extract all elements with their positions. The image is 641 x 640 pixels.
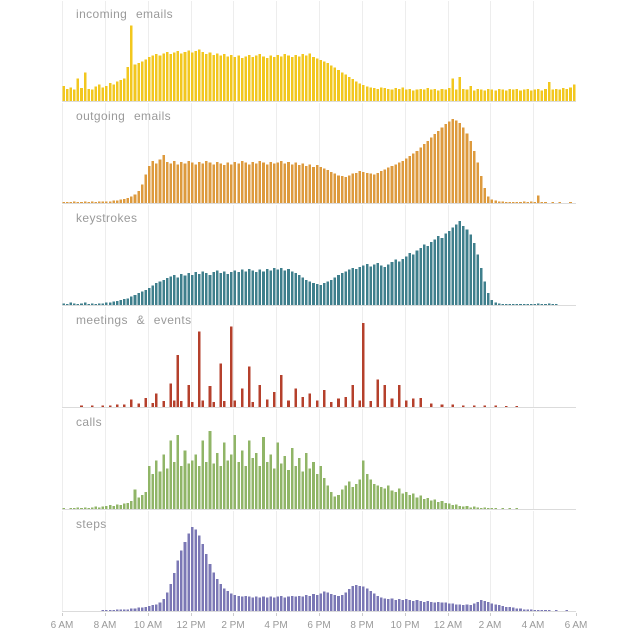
keystrokes-bars: [62, 205, 576, 306]
axis-tick-mark: [448, 613, 449, 616]
axis-label-10: 2 AM: [478, 620, 502, 631]
axis-tick-mark: [62, 613, 63, 616]
chart-title-meetings-events: meetings & events: [76, 313, 192, 327]
axis-label-5: 4 PM: [264, 620, 288, 631]
axis-label-3: 12 PM: [176, 620, 206, 631]
chart-title-keystrokes: keystrokes: [76, 211, 138, 225]
axis-label-11: 4 AM: [521, 620, 545, 631]
chart-panel-keystrokes: keystrokes: [0, 204, 641, 306]
chart-title-calls: calls: [76, 415, 103, 429]
axis-label-12: 6 AM: [564, 620, 588, 631]
axis-tick-mark: [490, 613, 491, 616]
calls-bars: [62, 409, 576, 510]
axis-tick-mark: [405, 613, 406, 616]
axis-tick-mark: [362, 613, 363, 616]
chart-title-incoming-emails: incoming emails: [76, 7, 174, 21]
chart-panel-outgoing-emails: outgoing emails: [0, 102, 641, 204]
axis-label-9: 12 AM: [433, 620, 463, 631]
chart-title-outgoing-emails: outgoing emails: [76, 109, 172, 123]
axis-tick-mark: [276, 613, 277, 616]
axis-label-2: 10 AM: [133, 620, 163, 631]
axis-tick-mark: [191, 613, 192, 616]
axis-label-7: 8 PM: [350, 620, 374, 631]
chart-stack: incoming emails outgoing emails keystrokes…: [0, 0, 641, 612]
chart-panel-meetings-events: meetings & events: [0, 306, 641, 408]
chart-title-steps: steps: [76, 517, 107, 531]
axis-tick-mark: [319, 613, 320, 616]
axis-label-1: 8 AM: [93, 620, 117, 631]
outgoing-emails-bars: [62, 103, 576, 204]
meetings-events-bars: [62, 307, 576, 408]
incoming-emails-bars: [62, 1, 576, 102]
axis-label-6: 6 PM: [307, 620, 331, 631]
axis-tick-mark: [233, 613, 234, 616]
axis-label-0: 6 AM: [50, 620, 74, 631]
steps-bars: [62, 511, 576, 612]
axis-label-8: 10 PM: [390, 620, 420, 631]
chart-panel-calls: calls: [0, 408, 641, 510]
chart-panel-steps: steps: [0, 510, 641, 612]
chart-panel-incoming-emails: incoming emails: [0, 0, 641, 102]
time-axis: 6 AM 8 AM 10 AM 12 PM 2 PM 4 PM 6 PM 8 PM 10 PM 1…: [0, 613, 641, 639]
axis-tick-mark: [533, 613, 534, 616]
axis-tick-mark: [105, 613, 106, 616]
axis-tick-mark: [576, 613, 577, 616]
axis-label-4: 2 PM: [221, 620, 245, 631]
axis-tick-mark: [148, 613, 149, 616]
